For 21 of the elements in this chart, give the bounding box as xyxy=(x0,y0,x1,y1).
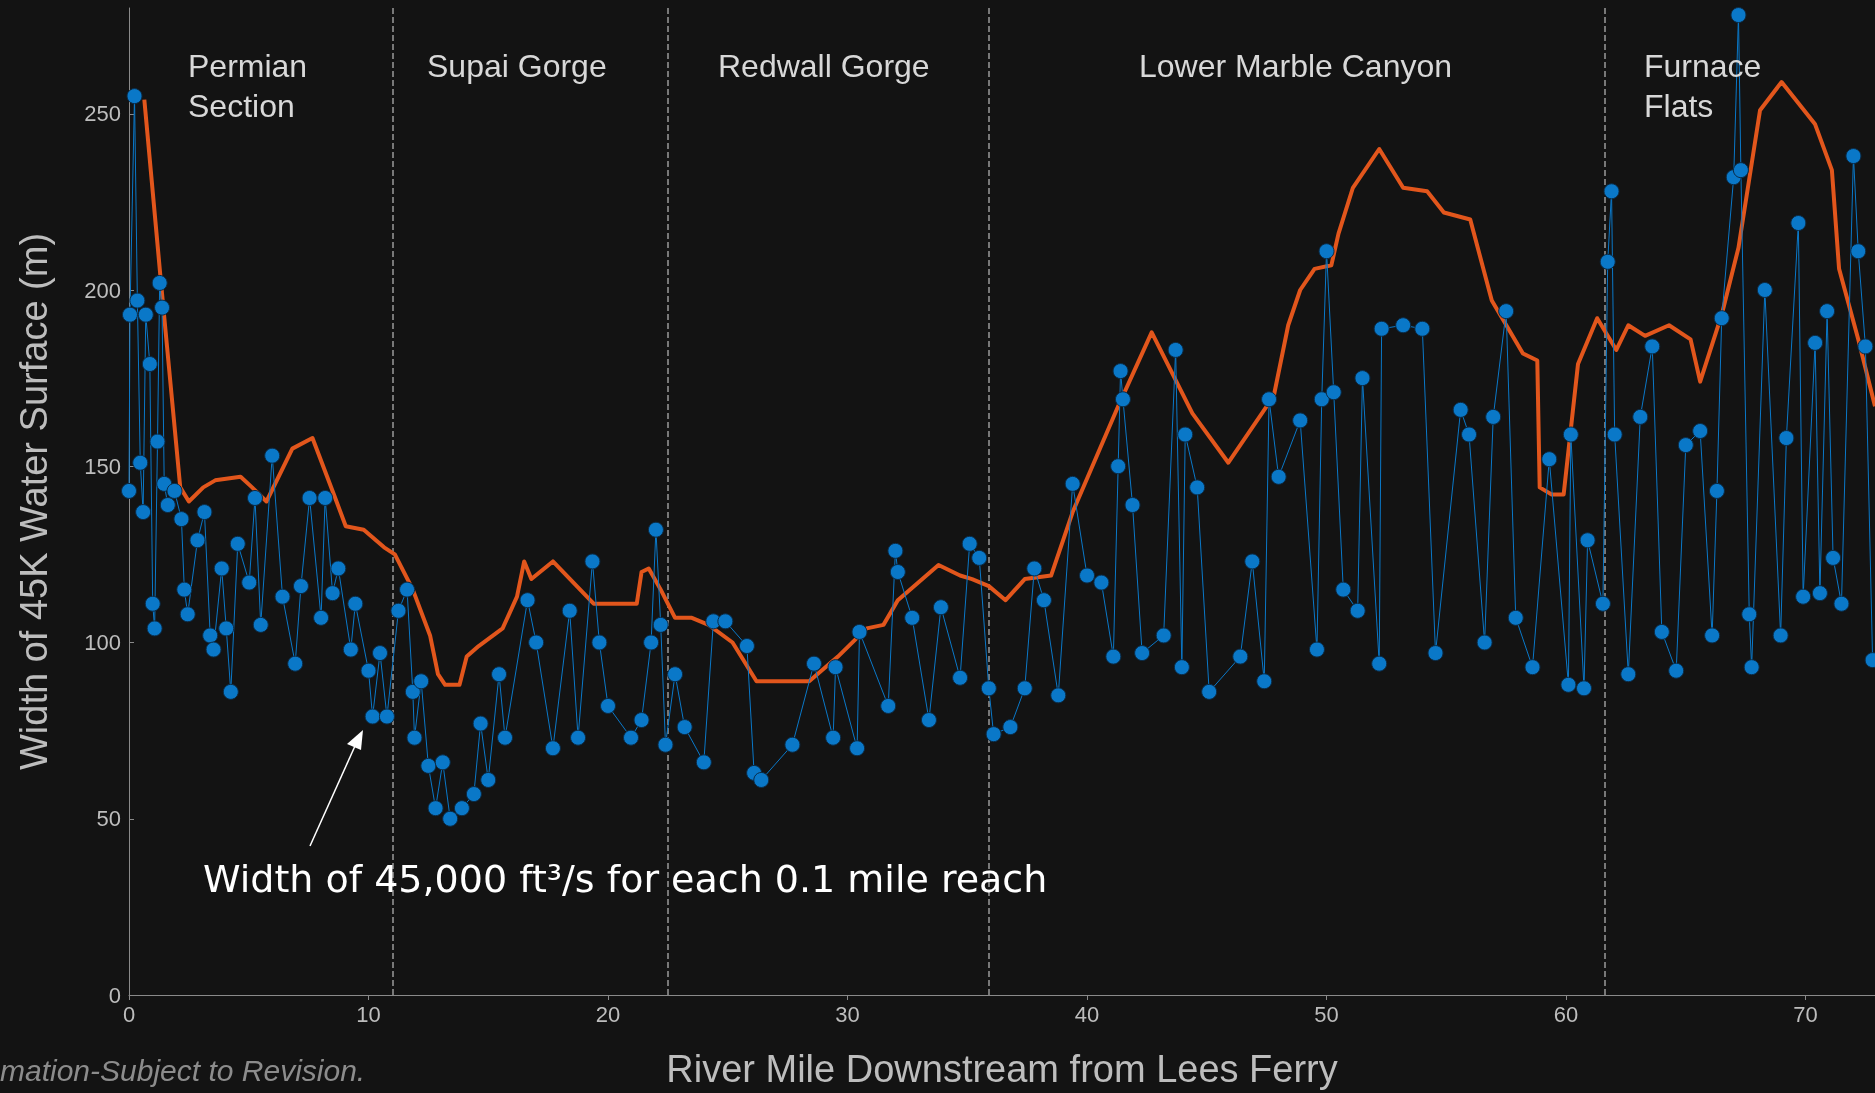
text: mation-Subject to Revision. xyxy=(0,1053,366,1087)
x-tick-label: 30 xyxy=(835,1001,860,1027)
x-tick-label: 60 xyxy=(1553,1001,1579,1027)
x-axis-title: River Mile Downstream from Lees Ferry xyxy=(666,1048,1338,1090)
annotation: Permian Section xyxy=(188,48,308,124)
x-tick-label: 20 xyxy=(595,1001,621,1027)
y-axis-title: Width of 45K Water Surface (m) xyxy=(13,232,55,771)
x-tick-label: 10 xyxy=(356,1001,381,1027)
y-tick-label: 0 xyxy=(108,982,121,1008)
y-tick-label: 50 xyxy=(96,806,121,832)
y-tick-label: 150 xyxy=(84,453,121,479)
y-tick-label: 250 xyxy=(84,101,121,127)
y-tick-label: 100 xyxy=(84,630,121,655)
annotation: Width of 45,000 ft³/s for each 0.1 mile reach xyxy=(203,857,1048,901)
y-tick-label: 200 xyxy=(84,277,121,303)
x-tick-label: 40 xyxy=(1074,1001,1100,1027)
x-tick-label: 70 xyxy=(1793,1001,1818,1027)
annotation: Lower Marble Canyon xyxy=(1139,48,1453,84)
annotation: Redwall Gorge xyxy=(718,48,930,84)
x-tick-label: 50 xyxy=(1314,1001,1339,1027)
annotation: Supai Gorge xyxy=(427,48,607,84)
